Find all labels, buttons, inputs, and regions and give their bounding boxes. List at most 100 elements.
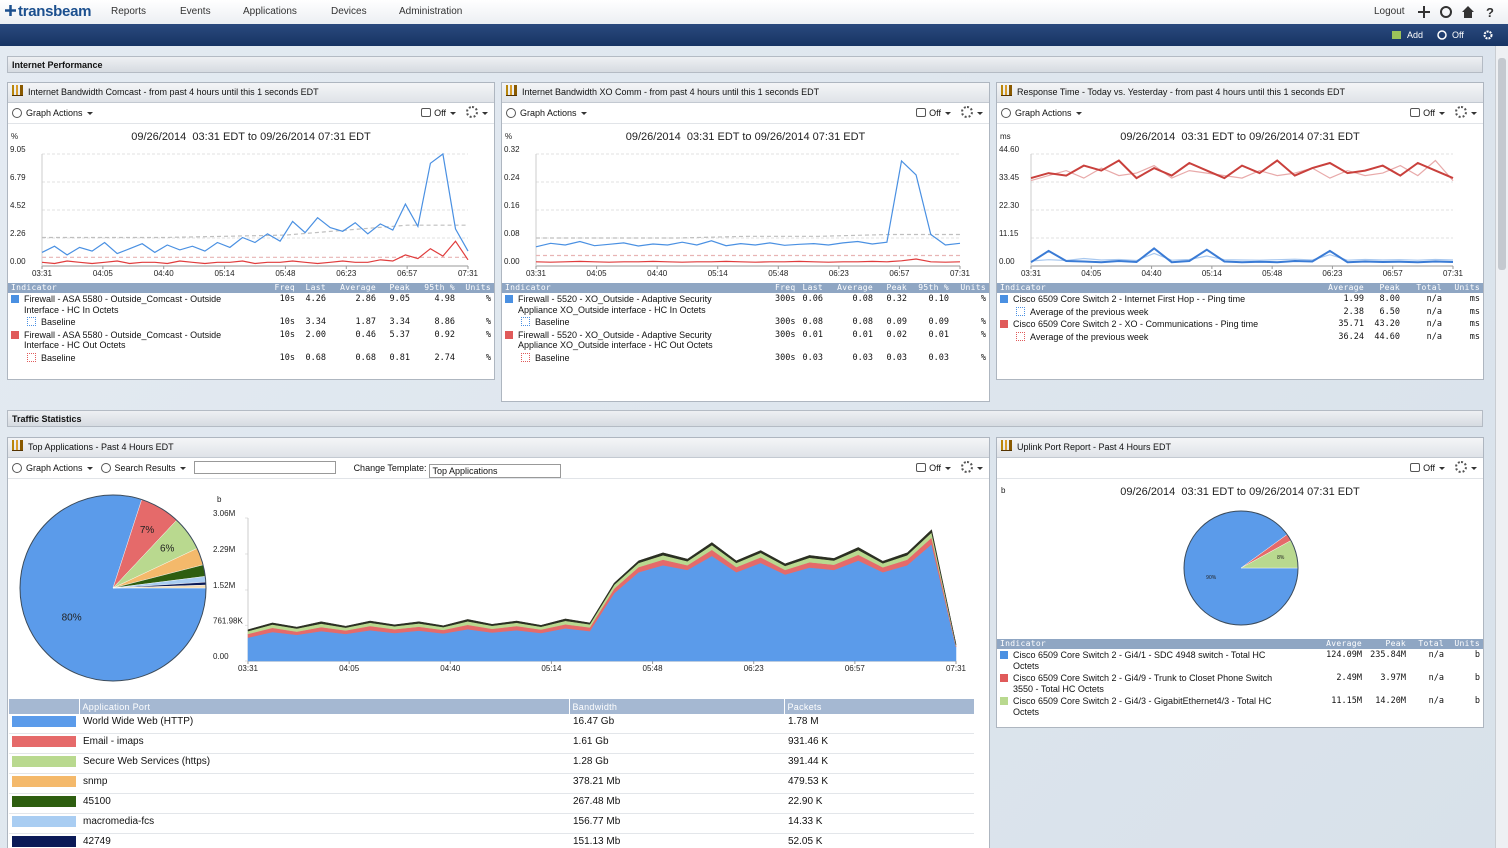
column-header: Average	[1317, 639, 1365, 649]
table-cell: 0.03	[852, 352, 873, 363]
line-series	[1030, 159, 1454, 182]
column-header: 95th %	[413, 283, 458, 293]
refresh-button[interactable]: Off	[916, 463, 951, 473]
refresh-button[interactable]: Off	[1452, 30, 1464, 40]
refresh-label: Off	[434, 108, 446, 118]
table-cell: %	[980, 294, 986, 304]
graph-actions[interactable]: Graph Actions	[12, 458, 93, 478]
header-row: Application Port Bandwidth Packets	[9, 699, 975, 714]
line-series	[536, 233, 960, 239]
x-tick-label: 03:31	[32, 269, 53, 278]
pie-outline	[1183, 510, 1299, 626]
table-row: Email - imaps 1.61 Gb 931.46 K	[9, 733, 974, 754]
table-cell: 124.09M	[1326, 650, 1362, 660]
indicator-name: Baseline	[535, 317, 570, 327]
search-input[interactable]	[193, 461, 336, 474]
line-series	[1030, 252, 1454, 262]
table-row: Firewall - 5520 - XO_Outside - Adaptive …	[502, 293, 989, 316]
table-row: Firewall - ASA 5580 - Outside_Comcast - …	[8, 293, 494, 316]
caret	[179, 467, 186, 470]
column-header: Indicator	[997, 283, 1319, 293]
data-label: 80%	[62, 613, 82, 624]
table-cell: 378.21 Mb	[569, 773, 784, 794]
panel-title: Internet Bandwidth Comcast - from past 4…	[28, 87, 319, 97]
table-cell: n/a	[1426, 319, 1442, 329]
table-cell: macromedia-fcs	[79, 813, 569, 834]
table-cell: 4.26	[305, 294, 326, 304]
table-cell: 2.86	[355, 294, 376, 304]
table-cell: 300s	[775, 317, 796, 327]
graph-actions[interactable]: Graph Actions	[12, 103, 93, 123]
logout[interactable]: Logout	[1374, 6, 1405, 17]
table-cell: 16.47 Gb	[569, 714, 784, 734]
table-row: World Wide Web (HTTP) 16.47 Gb 1.78 M	[9, 714, 974, 734]
menu-item[interactable]: Reports	[111, 6, 147, 17]
graph-actions[interactable]: Graph Actions	[506, 103, 587, 123]
table-cell: 235.84M	[1370, 650, 1406, 660]
refresh-button[interactable]: Off	[1410, 108, 1445, 118]
table-cell: n/a	[1426, 306, 1442, 317]
settings-button[interactable]	[1445, 461, 1477, 473]
graph-actions[interactable]: Graph Actions	[1001, 103, 1082, 123]
settings-button[interactable]	[456, 106, 488, 118]
menu-item[interactable]: Applications	[243, 6, 297, 17]
settings-button[interactable]	[951, 461, 983, 473]
table-cell: b	[1474, 650, 1480, 660]
menu-item[interactable]: Events	[180, 6, 211, 17]
column-header: Indicator	[997, 639, 1317, 649]
table-cell: 10s	[279, 294, 295, 304]
table-cell: 8.00	[1379, 294, 1400, 304]
panel-icon	[1001, 440, 1012, 451]
table-cell: 0.68	[305, 352, 326, 363]
table-cell: 44.60	[1374, 331, 1400, 342]
data-table: Indicator Average Peak Total Units Cisco 6509…	[997, 639, 1483, 718]
settings-button[interactable]	[1445, 106, 1477, 118]
template-select[interactable]: Top Applications	[429, 464, 562, 478]
refresh-button[interactable]: Off	[421, 108, 456, 118]
column-header: Freq	[271, 283, 298, 293]
icon	[916, 463, 927, 472]
search-results[interactable]: Search Results	[100, 458, 186, 478]
table-cell: 3.34	[305, 317, 326, 327]
refresh-label: Off	[929, 108, 941, 118]
graph-actions-label: Graph Actions	[520, 108, 577, 118]
logo-icon	[5, 5, 16, 16]
table-cell: 2.38	[1343, 306, 1364, 317]
color-swatch	[12, 756, 76, 767]
table-cell: 2.74	[434, 352, 455, 363]
caret	[1471, 112, 1477, 115]
menu-item[interactable]: Administration	[399, 6, 463, 17]
panel-controls: Off	[1410, 103, 1477, 123]
area-segment	[247, 529, 957, 645]
color-swatch	[12, 736, 76, 747]
menu-item[interactable]: Devices	[331, 6, 367, 17]
panel-title: Internet Bandwidth XO Comm - from past 4…	[522, 87, 820, 97]
table-row: Firewall - ASA 5580 - Outside_Comcast - …	[8, 329, 494, 352]
y-tick-label: 0.32	[504, 145, 520, 154]
panel-title: Uplink Port Report - Past 4 Hours EDT	[1017, 442, 1172, 452]
indicator-name: Cisco 6509 Core Switch 2 - Internet Firs…	[1013, 294, 1246, 304]
table-cell: 0.01	[928, 329, 949, 340]
table-cell: 8.86	[434, 317, 455, 327]
table-cell: 0.92	[434, 329, 455, 340]
caret	[977, 467, 983, 470]
panel-header: Top Applications - Past 4 Hours EDT	[8, 438, 989, 458]
add-button[interactable]: Add	[1407, 30, 1424, 40]
table-row: Baseline 300s 0.08 0.08 0.09 0.09%	[502, 316, 989, 329]
scrollbar[interactable]	[1495, 46, 1508, 848]
settings-button[interactable]	[951, 106, 983, 118]
column-header: Units	[1447, 639, 1483, 649]
line-series	[41, 240, 469, 265]
refresh-button[interactable]: Off	[916, 108, 951, 118]
indicator-cell: Cisco 6509 Core Switch 2 - Gi4/1 - SDC 4…	[997, 649, 1317, 672]
table-cell: 0.08	[852, 294, 873, 304]
nav-icons[interactable]: ?	[1418, 5, 1498, 19]
caret	[86, 467, 93, 470]
x-tick-label: 05:14	[215, 269, 236, 278]
refresh-button[interactable]: Off	[1410, 463, 1445, 473]
column-header: Last	[794, 283, 826, 293]
scroll-thumb[interactable]	[1498, 58, 1506, 270]
y-tick-label: 9.05	[10, 145, 26, 154]
table-cell: 5.37	[389, 329, 410, 340]
color-cell	[9, 833, 79, 848]
